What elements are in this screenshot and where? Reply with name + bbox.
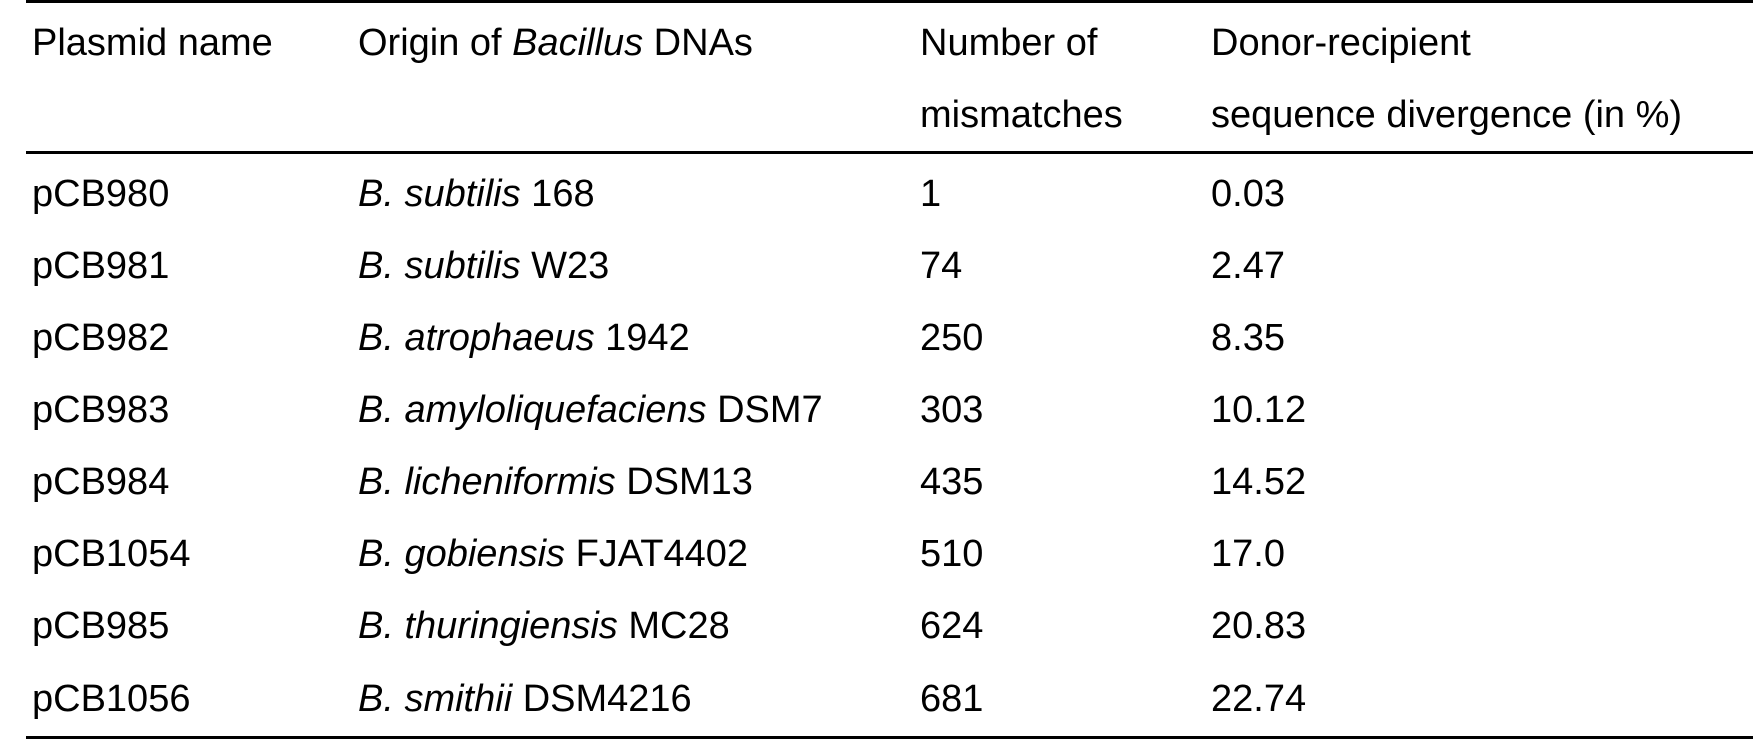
- cell-origin: B. smithii DSM4216: [352, 662, 914, 739]
- cell-origin: B. atrophaeus 1942: [352, 302, 914, 374]
- cell-origin-species: B. thuringiensis: [358, 605, 618, 647]
- header-origin: Origin of Bacillus DNAs: [352, 0, 914, 79]
- cell-plasmid-name: pCB983: [32, 389, 170, 431]
- table-row: pCB982 B. atrophaeus 1942 250 8.35: [26, 302, 1753, 374]
- cell-divergence: 2.47: [1211, 245, 1285, 287]
- table-row: pCB981 B. subtilis W23 74 2.47: [26, 230, 1753, 302]
- cell-origin: B. subtilis 168: [352, 153, 914, 231]
- data-table-container: Plasmid name Origin of Bacillus DNAs Num…: [26, 0, 1753, 739]
- cell-mismatches: 250: [920, 317, 984, 359]
- cell-origin-strain: MC28: [617, 605, 730, 647]
- cell-origin: B. licheniformis DSM13: [352, 446, 914, 518]
- cell-origin: B. gobiensis FJAT4402: [352, 518, 914, 590]
- cell-origin-strain: W23: [520, 245, 610, 287]
- cell-origin: B. amyloliquefaciens DSM7: [352, 374, 914, 446]
- cell-origin-species: B. gobiensis: [358, 533, 566, 575]
- cell-divergence: 20.83: [1211, 605, 1307, 647]
- cell-mismatches: 1: [920, 173, 942, 215]
- cell-plasmid-name: pCB980: [32, 173, 170, 215]
- cell-origin-species: B. licheniformis: [358, 461, 616, 503]
- table-row: pCB985 B. thuringiensis MC28 624 20.83: [26, 590, 1753, 662]
- cell-mismatches: 681: [914, 662, 1205, 739]
- cell-origin-strain: DSM13: [615, 461, 753, 503]
- cell-origin: B. thuringiensis MC28: [352, 590, 914, 662]
- cell-mismatches: 624: [920, 605, 984, 647]
- cell-mismatches: 303: [920, 389, 984, 431]
- cell-origin-strain: DSM7: [706, 389, 823, 431]
- table-row: pCB984 B. licheniformis DSM13 435 14.52: [26, 446, 1753, 518]
- cell-divergence: 10.12: [1211, 389, 1307, 431]
- cell-divergence: 22.74: [1205, 662, 1753, 739]
- table-row: pCB980 B. subtilis 168 1 0.03: [26, 153, 1753, 231]
- header-mismatches-line1: Number of: [914, 0, 1205, 79]
- cell-plasmid-name: pCB981: [32, 245, 170, 287]
- cell-divergence: 17.0: [1211, 533, 1285, 575]
- cell-origin-strain: DSM4216: [512, 678, 692, 720]
- table-row: pCB983 B. amyloliquefaciens DSM7 303 10.12: [26, 374, 1753, 446]
- cell-origin-strain: 1942: [594, 317, 690, 359]
- cell-plasmid-name: pCB982: [32, 317, 170, 359]
- header-plasmid-name: Plasmid name: [26, 0, 352, 79]
- plasmid-table: Plasmid name Origin of Bacillus DNAs Num…: [26, 0, 1753, 739]
- cell-plasmid-name: pCB1054: [32, 533, 191, 575]
- header-origin-genus: Bacillus: [512, 22, 644, 64]
- header-mismatches-line2: mismatches: [914, 79, 1205, 154]
- cell-origin-species: B. atrophaeus: [358, 317, 595, 359]
- header-divergence-line1: Donor-recipient: [1205, 0, 1753, 79]
- header-row-2: mismatches sequence divergence (in %): [26, 79, 1753, 154]
- cell-mismatches: 74: [920, 245, 963, 287]
- header-origin-suffix: DNAs: [643, 22, 753, 64]
- cell-mismatches: 510: [920, 533, 984, 575]
- table-row: pCB1054 B. gobiensis FJAT4402 510 17.0: [26, 518, 1753, 590]
- header-origin-blank: [352, 79, 914, 154]
- table-header: Plasmid name Origin of Bacillus DNAs Num…: [26, 0, 1753, 154]
- table-body: pCB980 B. subtilis 168 1 0.03 pCB981 B. subti…: [26, 153, 1753, 739]
- cell-origin-strain: FJAT4402: [565, 533, 749, 575]
- cell-divergence: 14.52: [1211, 461, 1307, 503]
- cell-divergence: 8.35: [1211, 317, 1285, 359]
- cell-origin-strain: 168: [520, 173, 595, 215]
- cell-origin: B. subtilis W23: [352, 230, 914, 302]
- table-row: pCB1056 B. smithii DSM4216 681 22.74: [26, 662, 1753, 739]
- cell-mismatches: 435: [920, 461, 984, 503]
- cell-plasmid-name: pCB985: [32, 605, 170, 647]
- cell-origin-species: B. subtilis: [358, 173, 521, 215]
- cell-plasmid-name: pCB1056: [26, 662, 352, 739]
- cell-divergence: 0.03: [1211, 173, 1285, 215]
- header-divergence-line2: sequence divergence (in %): [1205, 79, 1753, 154]
- header-row-1: Plasmid name Origin of Bacillus DNAs Num…: [26, 0, 1753, 79]
- cell-origin-species: B. amyloliquefaciens: [358, 389, 707, 431]
- header-plasmid-blank: [26, 79, 352, 154]
- cell-origin-species: B. smithii: [358, 678, 513, 720]
- cell-origin-species: B. subtilis: [358, 245, 521, 287]
- cell-plasmid-name: pCB984: [32, 461, 170, 503]
- header-origin-prefix: Origin of: [358, 22, 513, 64]
